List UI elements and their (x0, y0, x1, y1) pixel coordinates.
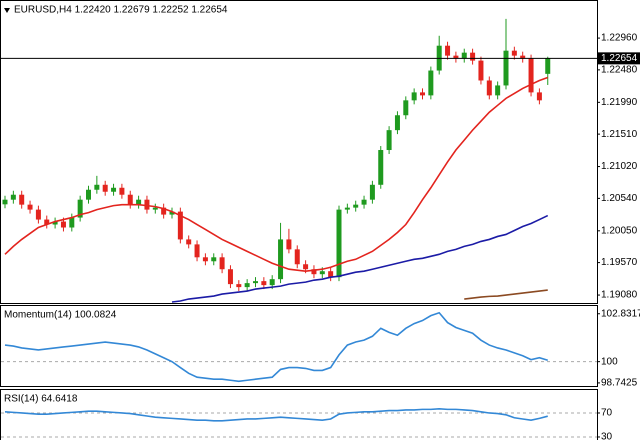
panel-title: Momentum(14) 100.0824 (4, 310, 117, 321)
candle-body (311, 269, 317, 275)
candle-body (194, 244, 200, 258)
candle-body (378, 150, 384, 185)
y-tick-label: 102.8317 (601, 308, 640, 319)
candle-body (545, 58, 551, 74)
candle-body (420, 92, 425, 96)
candle-body (411, 92, 417, 101)
candle-body (136, 199, 142, 205)
candle-body (236, 284, 242, 288)
y-tick-label: 1.20540 (601, 193, 638, 204)
moving-average-line (171, 214, 549, 303)
indicator-line (4, 407, 548, 422)
candle-body (261, 281, 267, 286)
panel-title: EURUSD,H4 1.22420 1.22679 1.22252 1.2265… (14, 5, 228, 16)
symbol-menu-icon (4, 8, 10, 13)
candle-body (10, 194, 16, 200)
y-tick-label: 100 (601, 356, 618, 367)
candle-body (77, 199, 83, 218)
candle-body (503, 50, 509, 86)
candle-body (470, 52, 476, 61)
candle-body (202, 257, 208, 262)
current-price-box (598, 52, 640, 65)
candle-body (319, 271, 325, 275)
candle-body (35, 209, 41, 220)
candle-body (286, 239, 292, 250)
y-tick-label: 98.7425 (601, 378, 638, 389)
candle-body (44, 219, 50, 225)
candle-body (453, 55, 459, 59)
indicator-line (4, 311, 548, 383)
candle-body (227, 269, 233, 285)
candle-body (303, 264, 309, 270)
rsi-panel-frame (0, 389, 598, 440)
candle-body (60, 221, 66, 228)
candle-body (353, 204, 359, 208)
candle-body (520, 55, 526, 59)
candle-body (177, 211, 183, 240)
price-panel-frame (0, 0, 598, 304)
candle-body (394, 115, 400, 131)
momentum-panel-frame (0, 305, 598, 387)
y-tick-label: 70 (601, 408, 613, 419)
candle-body (152, 207, 158, 210)
candle-body (344, 207, 350, 210)
candle-body (94, 184, 100, 190)
y-tick-label: 1.21510 (601, 129, 638, 140)
y-tick-label: 1.21020 (601, 161, 638, 172)
candle-body (294, 249, 300, 265)
candle-body (119, 187, 125, 195)
candle-body (111, 187, 117, 192)
y-tick-label: 1.22960 (601, 33, 638, 44)
candle-body (211, 257, 217, 262)
current-price-label: 1.22654 (601, 53, 638, 64)
panel-title: RSI(14) 64.6418 (4, 394, 78, 405)
candle-body (144, 199, 150, 210)
y-tick-label: 1.20050 (601, 225, 638, 236)
y-tick-label: 1.19570 (601, 257, 638, 268)
candle-body (52, 221, 58, 225)
candle-body (219, 257, 225, 270)
candle-body (403, 100, 409, 116)
candle-body (511, 50, 517, 56)
candle-body (478, 60, 484, 81)
candle-body (445, 45, 451, 56)
candle-body (161, 207, 167, 215)
candle-body (369, 184, 375, 200)
candle-body (19, 194, 25, 205)
candle-body (336, 209, 342, 278)
candle-body (269, 279, 275, 286)
y-tick-label: 1.22480 (601, 65, 638, 76)
candle-body (244, 283, 250, 288)
candle-body (328, 271, 334, 278)
moving-average-line (4, 76, 549, 273)
y-tick-label: 1.19080 (601, 290, 638, 301)
candle-body (486, 80, 492, 96)
candle-body (536, 92, 542, 101)
candle-body (528, 58, 534, 93)
y-tick-label: 30 (601, 432, 613, 440)
candle-body (278, 239, 284, 280)
candle-body (69, 217, 75, 228)
y-tick-label: 1.21990 (601, 97, 638, 108)
candle-body (127, 194, 133, 205)
candle-body (86, 189, 91, 200)
candle-body (361, 199, 367, 205)
candle-body (169, 211, 175, 215)
candle-body (428, 70, 434, 96)
moving-average-line (464, 289, 548, 300)
candle-body (27, 204, 33, 210)
candle-body (102, 184, 108, 192)
candle-body (2, 199, 8, 205)
candle-body (386, 130, 392, 151)
candle-body (253, 281, 258, 284)
candle-body (461, 52, 467, 59)
candle-body (495, 85, 501, 96)
candle-body (186, 239, 192, 245)
